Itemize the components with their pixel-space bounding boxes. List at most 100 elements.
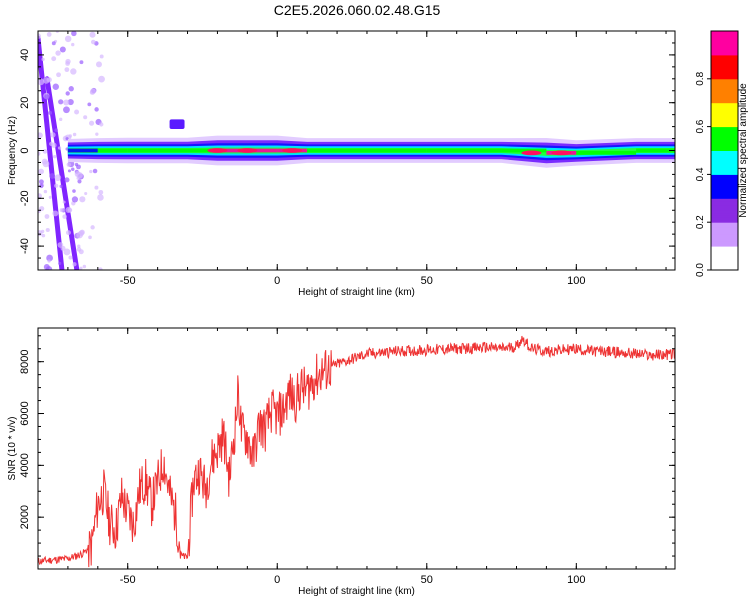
colorbar-segment [711,176,738,180]
spectrogram-speckle [64,67,70,73]
spectrogram-speckle [52,154,57,159]
spectrogram-speckle [57,242,64,248]
colorbar-tick-label: 0.2 [695,215,706,229]
colorbar-segment [711,97,738,101]
spectrogram-speckle [45,227,50,233]
spectrogram-speckle [79,60,84,65]
spectrogram-speckle [54,128,58,132]
spectrogram-ridge-cell [67,148,98,153]
colorbar-segment [711,90,738,94]
colorbar-segment [711,164,738,168]
colorbar-segment [711,88,738,92]
colorbar-segment [711,222,738,226]
spectrogram-speckle [44,94,50,100]
colorbar-segment [711,241,738,245]
spectrogram-speckle [38,193,42,199]
colorbar-segment [711,117,738,120]
colorbar-segment [711,260,738,264]
colorbar-segment [711,114,738,118]
colorbar-segment [711,105,738,108]
colorbar-segment [711,162,738,166]
spectrogram-speckle [67,98,74,106]
spectrogram-speckle [71,167,75,171]
y-tick-label: -40 [19,238,31,254]
spectrogram-speckle [38,179,44,185]
colorbar-tick-label: 0.6 [695,119,706,133]
colorbar-segment [711,183,738,187]
spectrogram-speckle [65,206,72,213]
spectrogram-speckle [71,42,75,47]
colorbar-segment [711,248,738,252]
colorbar-segment [711,150,738,154]
spectrogram-speckle [98,267,103,270]
colorbar-segment [711,76,738,80]
colorbar-segment [711,186,738,190]
spectrogram-speckle [41,57,45,62]
spectrogram-speckle [92,168,98,174]
spectrogram-speckle [52,83,60,90]
snr-series-line [38,335,675,568]
colorbar-segment [711,255,738,259]
colorbar-segment [711,217,738,221]
spectrogram-speckle [88,235,92,240]
colorbar-segment [711,138,738,142]
colorbar-segment [711,38,738,42]
x-tick-label: 100 [567,574,585,586]
spectrogram-speckle [98,189,104,195]
spectrogram-ridge-cell [187,148,218,153]
spectrogram-speckle [76,172,83,179]
colorbar-segment [711,229,738,233]
colorbar-segment [711,57,738,61]
spectrogram-speckle [51,41,56,46]
spectrogram-speckle [72,189,76,193]
spectrogram-hot-spot [237,148,258,153]
y-tick-label: 2000 [19,505,31,529]
colorbar-segment [711,262,738,266]
colorbar-segment [711,50,738,54]
colorbar-segment [711,267,738,271]
colorbar: 0.0 0.2 0.4 0.6 0.8 Normalized spectral ampli… [695,30,749,277]
y-tick-label: 4000 [19,453,31,477]
colorbar-segment [711,226,738,230]
spectrogram-speckle [89,120,95,126]
spectrogram-speckle [43,189,48,194]
colorbar-segment [711,179,738,183]
y-tick-label: 20 [19,97,31,109]
spectrogram-speckle [39,183,44,189]
spectrogram-speckle [94,107,99,112]
colorbar-segment [711,246,738,249]
spectrogram-speckle [95,132,99,136]
spectrogram-speckle [57,146,62,150]
spectrogram-speckle [84,191,88,196]
spectrogram-marks [38,31,675,270]
spectrogram-streak [38,35,65,270]
spectrogram-speckle [90,225,95,230]
colorbar-segment [711,131,738,135]
spectrogram-speckle [65,61,70,66]
colorbar-segment [711,152,738,156]
spectrogram-speckle [50,132,56,138]
colorbar-segment [711,136,738,140]
spectrogram-speckle [38,78,45,86]
colorbar-segment [711,157,738,161]
spectrogram-speckle [63,248,71,256]
spectrogram-speckle [70,68,77,75]
colorbar-segment [711,253,738,257]
spectrogram-speckle [90,88,96,95]
spectrogram-speckle [46,32,52,37]
spectrogram-speckle [46,254,53,262]
spectrogram-speckle [38,132,43,139]
spectrogram-speckle [94,185,99,190]
snr-y-axis-label: SNR (10 * v/v) [7,417,18,481]
spectrogram-speckle [76,164,81,170]
spectrogram-ridge-cell [97,148,128,153]
spectrogram-speckle [38,151,41,156]
spectrogram-speckle [56,72,61,78]
colorbar-segment [711,59,738,63]
x-tick-label: 0 [274,574,280,586]
spectrogram-ridge-cell [636,148,675,153]
y-tick-label: 0 [19,147,31,153]
colorbar-segment [711,215,738,218]
colorbar-segment [711,140,738,144]
spectrogram-ridge-cell [127,148,158,153]
